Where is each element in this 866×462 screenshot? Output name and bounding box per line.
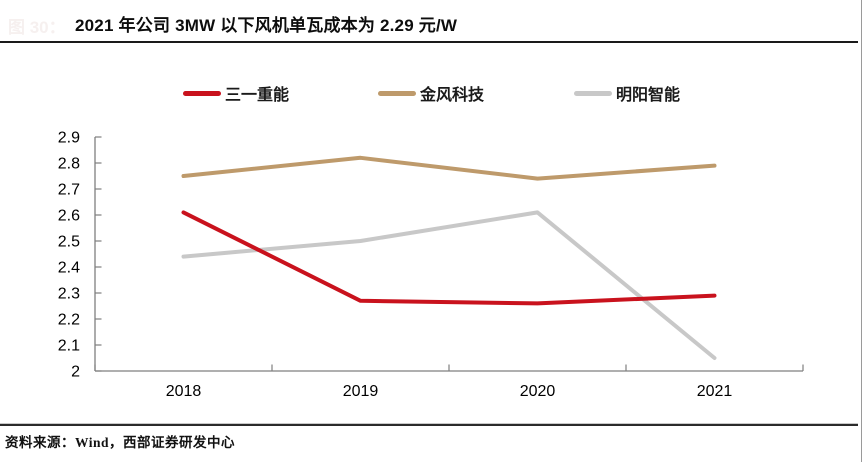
legend-label: 明阳智能	[616, 87, 681, 104]
figure-title: 2021 年公司 3MW 以下风机单瓦成本为 2.29 元/W	[75, 16, 458, 35]
y-tick-label: 2.7	[58, 182, 80, 199]
chart-legend: 三一重能 金风科技 明阳智能	[0, 83, 866, 104]
series-line-2	[181, 210, 717, 360]
data-source-note: 资料来源：Wind，西部证券研发中心	[5, 435, 236, 450]
y-tick-label: 2.4	[58, 260, 80, 277]
legend-label: 三一重能	[225, 87, 290, 104]
legend-item-sany: 三一重能	[183, 83, 290, 104]
source-divider-rule	[0, 423, 858, 426]
series-line-0	[181, 210, 717, 306]
x-tick-label: 2018	[166, 383, 202, 400]
y-tick-label: 2.1	[58, 338, 80, 355]
y-tick-label: 2.2	[58, 312, 80, 329]
legend-swatch-red	[183, 90, 221, 96]
y-tick-label: 2.3	[58, 286, 80, 303]
series-line-1	[181, 155, 717, 181]
legend-item-goldwind: 金风科技	[378, 83, 485, 104]
y-tick-label: 2.6	[58, 208, 80, 225]
page-column-border	[861, 0, 862, 462]
x-tick-label: 2021	[697, 383, 733, 400]
y-tick-label: 2.5	[58, 234, 80, 251]
legend-label: 金风科技	[420, 87, 485, 104]
legend-swatch-gray	[574, 90, 612, 96]
y-tick-label: 2.8	[58, 156, 80, 173]
legend-swatch-tan	[378, 90, 416, 96]
y-tick-label: 2.9	[58, 130, 80, 147]
x-tick-label: 2019	[343, 383, 379, 400]
legend-item-mingyang: 明阳智能	[574, 83, 681, 104]
title-divider-rule	[0, 41, 858, 43]
x-tick-label: 2020	[520, 383, 556, 400]
y-tick-label: 2	[71, 364, 80, 381]
figure-number-label: 图 30：	[8, 18, 66, 37]
